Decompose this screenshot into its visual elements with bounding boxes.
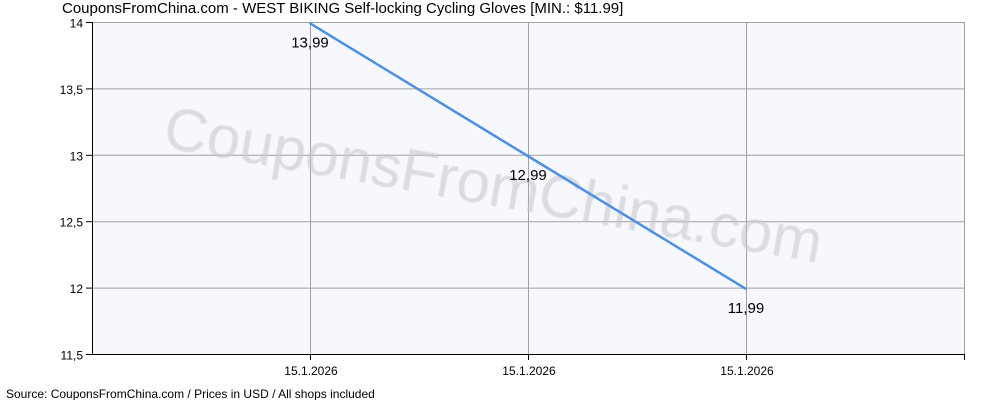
y-tick-label: 11,5 [61,349,84,363]
footer-source: Source: CouponsFromChina.com / Prices in… [6,387,375,400]
y-tick-label: 13 [70,149,84,163]
x-tick-label: 15.1.2026 [284,364,338,378]
axes: 14 13,5 13 12,5 12 11,5 15.1.2026 15.1.2026 15.1… [60,17,965,378]
y-tick-label: 12 [70,282,84,296]
data-label: 12,99 [509,167,547,184]
y-tick-label: 14 [70,17,84,31]
data-label: 13,99 [291,34,329,51]
data-point [745,287,747,290]
data-point [309,22,311,25]
data-point [527,155,529,158]
series: 13,99 12,99 11,99 [291,22,764,317]
x-tick-label: 15.1.2026 [502,364,556,378]
chart-title: CouponsFromChina.com - WEST BIKING Self-… [62,0,623,17]
x-tick-label: 15.1.2026 [720,364,774,378]
data-label: 11,99 [728,300,764,317]
y-tick-label: 13,5 [60,83,84,97]
y-tick-label: 12,5 [60,216,84,230]
